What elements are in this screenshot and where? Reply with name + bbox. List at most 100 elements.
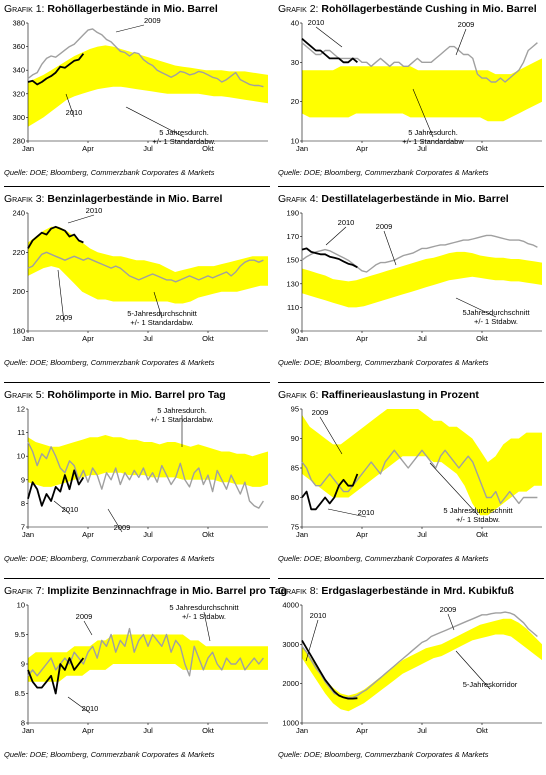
- panel-grafik-1: Grafik 1: Rohöllagerbestände in Mio. Bar…: [4, 3, 274, 193]
- band-area: [28, 435, 268, 487]
- annotation-label: 5 Jahresdurchschnitt +/- 1 Stdabw.: [169, 603, 239, 621]
- series-line-2010: [301, 639, 358, 700]
- y-tick-label: 170: [286, 232, 299, 241]
- series-line-2010: [301, 473, 359, 511]
- panel-title: Grafik 8: Erdgaslagerbestände in Mrd. Ku…: [278, 585, 544, 598]
- x-tick-label: Okt: [476, 726, 489, 735]
- y-tick-label: 85: [291, 464, 299, 473]
- chart-title: Erdgaslagerbestände in Mrd. Kubikfuß: [321, 585, 514, 597]
- y-tick-label: 130: [286, 279, 299, 288]
- series-line-2010: [27, 657, 85, 695]
- x-tick-label: Jul: [143, 726, 153, 735]
- divider: [4, 382, 270, 383]
- grafik-prefix: Grafik 5:: [4, 389, 45, 401]
- x-tick-label: Jan: [22, 144, 34, 153]
- chart-benzinlager: 180 200 220 240 Jan Apr Jul Okt 2010 2009 5-Jahres…: [12, 206, 268, 343]
- y-tick-label: 10: [17, 452, 25, 461]
- chart-title: Implizite Benzinnachfrage in Mio. Barrel…: [47, 585, 287, 597]
- annotation-label: 5 Jahresdurch. +/- 1 Standardabw: [402, 128, 464, 146]
- x-tick-label: Apr: [356, 530, 368, 539]
- panel-title: Grafik 4: Destillatelagerbestände in Mio…: [278, 193, 544, 206]
- panel-title: Grafik 7: Implizite Benzinnachfrage in M…: [4, 585, 287, 598]
- series-line-2010: [301, 247, 358, 269]
- y-tick-label: 10: [17, 601, 25, 610]
- y-tick-label: 11: [17, 428, 25, 437]
- y-tick-label: 95: [291, 405, 299, 414]
- panel-grafik-2: Grafik 2: Rohöllagerbestände Cushing in …: [278, 3, 546, 193]
- annotation-label: 2009: [376, 222, 393, 231]
- annotation-label: 2010: [86, 206, 103, 215]
- annotation-arrow: [325, 226, 347, 246]
- chart-title: Rohöllagerbestände Cushing in Mio. Barre…: [321, 3, 537, 15]
- y-tick-label: 380: [12, 19, 25, 28]
- source-note: Quelle: DOE; Bloomberg, Commerzbank Corp…: [278, 168, 489, 177]
- annotation-label: 2009: [76, 612, 93, 621]
- y-tick-label: 280: [12, 137, 25, 146]
- panel-grafik-5: Grafik 5: Rohölimporte in Mio. Barrel pr…: [4, 389, 274, 579]
- y-tick-label: 3000: [282, 640, 299, 649]
- y-tick-label: 9: [21, 475, 25, 484]
- annotation-arrow: [67, 214, 95, 224]
- annotation-label: 2009: [458, 20, 475, 29]
- y-tick-label: 10: [291, 137, 299, 146]
- y-tick-label: 150: [286, 256, 299, 265]
- annotation-arrow: [455, 28, 467, 56]
- annotation-arrow: [115, 24, 145, 33]
- annotation-arrow: [455, 297, 497, 318]
- x-tick-label: Okt: [202, 726, 215, 735]
- annotation-label: 5 Jahresdurchschnitt +/- 1 Stdabw.: [443, 506, 513, 524]
- annotation-arrow: [107, 508, 123, 533]
- x-tick-label: Apr: [82, 530, 94, 539]
- band-area: [28, 634, 268, 682]
- grafik-prefix: Grafik 6:: [278, 389, 319, 401]
- panel-title: Grafik 2: Rohöllagerbestände Cushing in …: [278, 3, 544, 16]
- y-tick-label: 12: [17, 405, 25, 414]
- grafik-prefix: Grafik 4:: [278, 193, 319, 205]
- chart-title: Raffinerieauslastung in Prozent: [321, 389, 479, 401]
- annotation-label: 2009: [440, 605, 457, 614]
- chart-rohoelimporte: 7 8 9 10 11 12 Jan Apr Jul Okt 5 Jahresdurch. +/- 1…: [17, 405, 268, 539]
- x-tick-label: Apr: [356, 334, 368, 343]
- x-tick-label: Jan: [296, 726, 308, 735]
- x-tick-label: Jul: [417, 334, 427, 343]
- panel-title: Grafik 1: Rohöllagerbestände in Mio. Bar…: [4, 3, 270, 16]
- annotation-arrow: [53, 500, 71, 515]
- x-tick-label: Okt: [476, 530, 489, 539]
- divider: [4, 186, 270, 187]
- y-tick-label: 240: [12, 209, 25, 218]
- chart-raffinerie: 75 80 85 90 95 Jan Apr Jul Okt 2009 2010 5 Jahresdu…: [291, 405, 542, 539]
- chart-title: Benzinlagerbestände in Mio. Barrel: [47, 193, 223, 205]
- band-area: [28, 226, 268, 304]
- y-tick-label: 110: [287, 303, 299, 312]
- annotation-label: 2009: [312, 408, 329, 417]
- y-tick-label: 320: [12, 89, 25, 98]
- annotation-arrow: [429, 462, 479, 516]
- chart-title: Rohölimporte in Mio. Barrel pro Tag: [47, 389, 226, 401]
- x-tick-label: Jul: [417, 530, 427, 539]
- x-tick-label: Okt: [202, 530, 215, 539]
- grafik-prefix: Grafik 7:: [4, 585, 45, 597]
- annotation-label: 2010: [310, 611, 327, 620]
- source-note: Quelle: DOE; Bloomberg, Commerzbank Corp…: [278, 750, 489, 759]
- x-tick-label: Okt: [202, 334, 215, 343]
- grafik-prefix: Grafik 3:: [4, 193, 45, 205]
- series-line-2009: [27, 28, 264, 88]
- y-tick-label: 9.5: [15, 630, 25, 639]
- panel-grafik-7: Grafik 7: Implizite Benzinnachfrage in M…: [4, 585, 287, 775]
- x-tick-label: Jan: [296, 334, 308, 343]
- source-note: Quelle: DOE; Bloomberg, Commerzbank Corp…: [278, 358, 489, 367]
- chart-benzinnachfrage: 8 8.5 9 9.5 10 Jan Apr Jul Okt 2009 5 Jahresdurchs…: [15, 601, 268, 735]
- y-tick-label: 75: [291, 523, 299, 532]
- y-tick-label: 40: [291, 19, 299, 28]
- series-line-2009: [301, 42, 538, 83]
- x-tick-label: Jan: [296, 144, 308, 153]
- annotation-arrow: [315, 26, 343, 48]
- panel-grafik-6: Grafik 6: Raffinerieauslastung in Prozen…: [278, 389, 546, 579]
- y-tick-label: 8: [21, 719, 25, 728]
- grafik-prefix: Grafik 8:: [278, 585, 319, 597]
- y-tick-label: 9: [21, 660, 25, 669]
- chart-rohoellager: 280 300 320 340 360 380 Jan Apr Jul Okt 2009 2010 5 …: [12, 16, 268, 153]
- series-line-2010: [27, 469, 85, 507]
- annotation-label: 2010: [62, 505, 79, 514]
- divider: [4, 578, 270, 579]
